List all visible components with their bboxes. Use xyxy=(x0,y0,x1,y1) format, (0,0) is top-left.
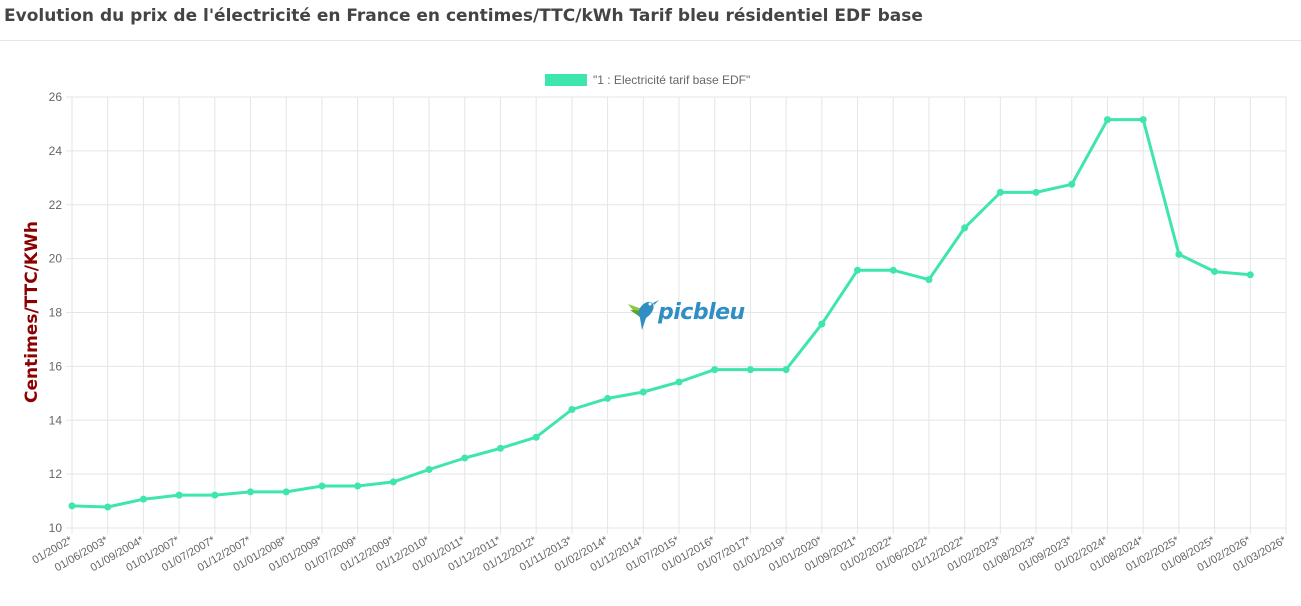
legend-swatch xyxy=(545,74,587,86)
x-axis-ticks: 01/2002*01/06/2003*01/09/2004*01/01/2007… xyxy=(30,534,1289,574)
data-point xyxy=(247,488,255,496)
data-point xyxy=(68,502,76,510)
series-line xyxy=(71,118,1251,509)
data-point xyxy=(746,366,754,374)
data-point xyxy=(1032,188,1040,196)
chart-area xyxy=(0,40,1301,606)
y-tick-label: 16 xyxy=(49,359,63,373)
data-point xyxy=(818,320,826,328)
picbleu-logo: picbleu xyxy=(626,292,745,332)
data-point xyxy=(282,488,290,496)
data-point xyxy=(889,266,897,274)
data-point xyxy=(675,378,683,386)
data-point xyxy=(604,394,612,402)
data-point xyxy=(961,224,969,232)
y-tick-label: 22 xyxy=(49,198,63,212)
data-point xyxy=(389,478,397,486)
data-point xyxy=(996,188,1004,196)
y-tick-label: 14 xyxy=(49,413,63,427)
series-layer xyxy=(68,116,1254,511)
data-point xyxy=(211,491,219,499)
data-point xyxy=(461,454,469,462)
data-point xyxy=(1103,116,1111,124)
y-tick-label: 20 xyxy=(49,252,63,266)
data-point xyxy=(1068,180,1076,188)
data-point xyxy=(496,444,504,452)
data-point xyxy=(1175,250,1183,258)
data-point xyxy=(639,388,647,396)
data-point xyxy=(854,266,862,274)
data-point xyxy=(139,495,147,503)
data-point xyxy=(532,433,540,441)
data-point xyxy=(1211,268,1219,276)
legend-label: "1 : Electricité tarif base EDF" xyxy=(593,73,751,87)
logo-text: picbleu xyxy=(658,299,745,325)
y-axis-label: Centimes/TTC/KWh xyxy=(22,221,42,403)
y-tick-label: 24 xyxy=(49,144,63,158)
page-title: Evolution du prix de l'électricité en Fr… xyxy=(4,6,923,26)
y-tick-label: 26 xyxy=(49,90,63,104)
data-point xyxy=(782,366,790,374)
y-tick-label: 18 xyxy=(49,306,63,320)
data-point xyxy=(425,466,433,474)
hummingbird-icon xyxy=(628,300,659,330)
data-point xyxy=(104,503,112,511)
data-point xyxy=(1139,116,1147,124)
data-point xyxy=(318,482,326,490)
y-tick-label: 12 xyxy=(49,467,63,481)
y-axis-ticks: 10 12 14 16 18 20 22 24 26 xyxy=(49,90,63,535)
legend[interactable]: "1 : Electricité tarif base EDF" xyxy=(545,73,750,87)
data-point xyxy=(925,276,933,284)
data-point xyxy=(1246,271,1254,279)
data-point xyxy=(568,405,576,413)
y-tick-label: 10 xyxy=(49,521,63,535)
data-point xyxy=(711,366,719,374)
data-point xyxy=(175,491,183,499)
data-point xyxy=(354,482,362,490)
